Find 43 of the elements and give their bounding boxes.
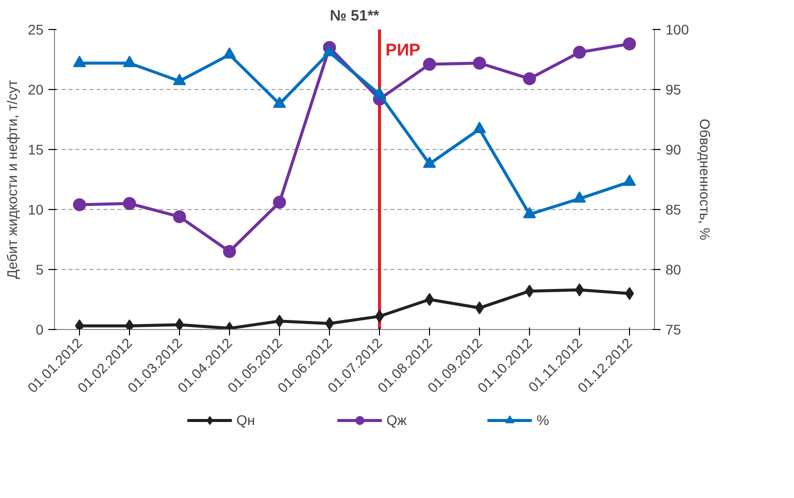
point [73, 56, 86, 68]
point [223, 245, 236, 258]
point [175, 318, 184, 330]
point [523, 206, 536, 218]
legend-label: Qн [236, 412, 256, 428]
point [623, 37, 636, 50]
y-tick-label: 0 [36, 322, 44, 338]
y-tick-label: 25 [28, 22, 44, 38]
y-tick-label: 5 [36, 262, 44, 278]
point [323, 44, 336, 56]
point [623, 174, 636, 186]
point [173, 210, 186, 224]
point [325, 317, 334, 330]
y2-tick-label: 80 [666, 262, 682, 278]
point [473, 56, 486, 70]
y-axis-title: Дебит жидкости и нефти, т/сут [4, 79, 20, 279]
point [223, 47, 236, 59]
y2-axis-title: Обводненность, % [696, 118, 713, 240]
legend-label: % [536, 412, 550, 428]
y2-tick-label: 75 [666, 322, 682, 338]
point [423, 58, 436, 71]
point [573, 46, 586, 59]
y-tick-label: 20 [28, 82, 44, 98]
legend-label: Qж [386, 412, 407, 428]
point [573, 191, 586, 203]
point [123, 56, 136, 68]
ref-line-label: РИР [386, 40, 420, 60]
y2-tick-label: 95 [666, 82, 682, 98]
y-tick-label: 10 [28, 202, 44, 218]
point [423, 156, 436, 168]
y2-tick-label: 90 [666, 142, 682, 158]
y2-tick-label: 85 [666, 202, 682, 218]
point [373, 86, 386, 98]
chart-title: № 51** [330, 8, 380, 24]
point [173, 74, 186, 86]
point [523, 72, 536, 86]
point [73, 198, 86, 212]
y-tick-label: 15 [28, 142, 44, 158]
point [473, 122, 486, 134]
y2-tick-label: 100 [666, 22, 690, 38]
point [123, 197, 136, 210]
point [273, 96, 286, 108]
point [273, 196, 286, 209]
